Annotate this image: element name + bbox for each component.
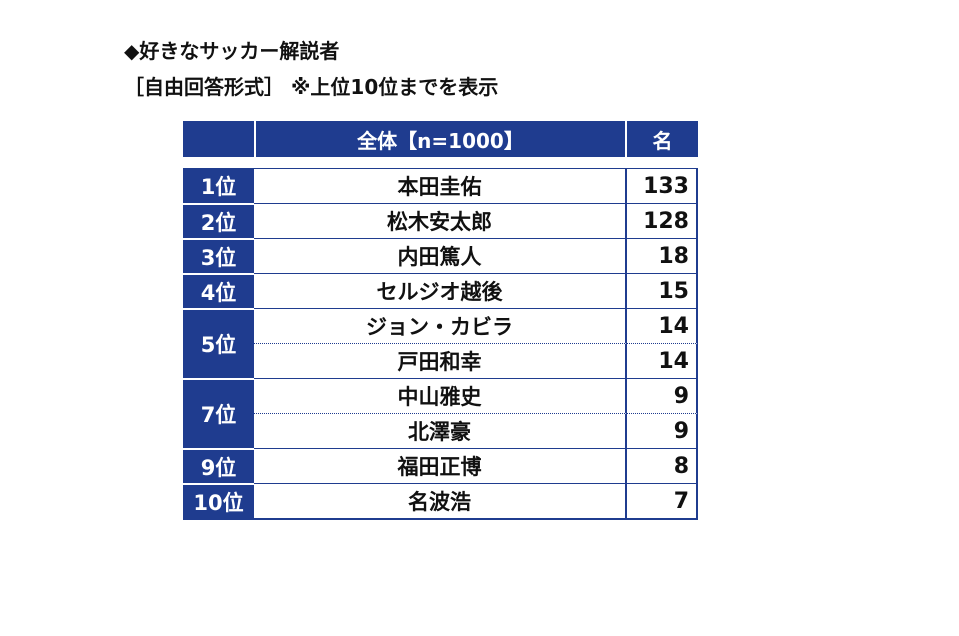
rank-cell: 9位 [183,448,254,483]
table-header: 全体【n=1000】 名 [183,121,698,157]
count-cell: 14 [627,343,698,378]
rank-cell: 7位 [183,378,254,448]
name-cell: 内田篤人 [254,238,627,273]
rank-cell: 3位 [183,238,254,273]
header-rank [183,121,254,157]
name-cell: セルジオ越後 [254,273,627,308]
name-cell: 福田正博 [254,448,627,483]
name-cell: ジョン・カビラ [254,308,627,343]
page-subtitle: ［自由回答形式］ ※上位10位までを表示 [124,75,499,99]
name-cell: 本田圭佑 [254,168,627,203]
header-name: 全体【n=1000】 [254,121,627,157]
header-count: 名 [652,128,673,153]
name-cell: 名波浩 [254,483,627,518]
count-cell: 8 [627,448,698,483]
rank-cell: 1位 [183,168,254,203]
name-cell: 松木安太郎 [254,203,627,238]
count-cell: 9 [627,413,698,448]
count-cell: 18 [627,238,698,273]
count-cell: 133 [627,168,698,203]
name-cell: 北澤豪 [254,413,627,448]
count-cell: 15 [627,273,698,308]
rank-cell: 5位 [183,308,254,378]
count-cell: 9 [627,378,698,413]
name-cell: 中山雅史 [254,378,627,413]
name-cell: 戸田和幸 [254,343,627,378]
ranking-table: 全体【n=1000】 名 1位 本田圭佑 133 2位 松木安太郎 128 3位 内田篤人 18… [183,121,698,520]
page-title: ◆好きなサッカー解説者 [124,39,340,63]
table-body: 1位 本田圭佑 133 2位 松木安太郎 128 3位 内田篤人 18 4位 セルジオ越後 15 5位ジ… [183,168,698,520]
count-cell: 14 [627,308,698,343]
rank-cell: 4位 [183,273,254,308]
rank-cell: 10位 [183,483,254,518]
count-cell: 128 [627,203,698,238]
count-cell: 7 [627,483,698,518]
rank-cell: 2位 [183,203,254,238]
